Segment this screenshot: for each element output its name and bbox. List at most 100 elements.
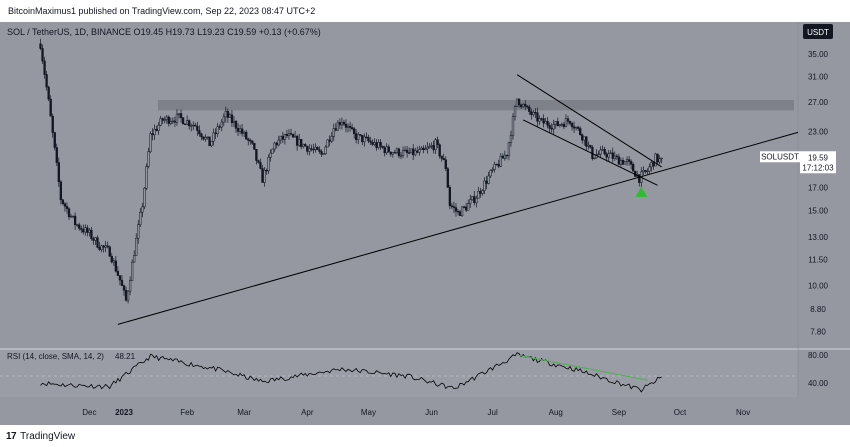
candle-body [365, 136, 368, 139]
candle-body [505, 154, 509, 157]
candle-body [137, 224, 140, 239]
candle-body [405, 149, 409, 153]
candle-body [283, 134, 287, 140]
currency-badge[interactable] [803, 24, 833, 39]
candle-body [47, 86, 50, 100]
candle-body [73, 215, 77, 226]
price-tick-label: 17.00 [808, 183, 829, 192]
candle-body [460, 206, 464, 216]
candle-body [410, 148, 413, 154]
candle-body [145, 166, 148, 189]
candle-body [660, 157, 663, 160]
candle-body [652, 162, 655, 167]
candle-body [352, 128, 356, 134]
candle-body [226, 110, 230, 118]
candle-body [534, 111, 537, 114]
candle-body [130, 261, 134, 281]
candle-body [247, 138, 250, 141]
price-tick-label: 23.00 [808, 128, 829, 137]
chart-svg[interactable]: SOL / TetherUS, 1D, BINANCE O19.45 H19.7… [0, 22, 850, 425]
candle-body [198, 130, 201, 135]
candle-body [279, 135, 282, 141]
candle-body [275, 142, 278, 146]
candle-body [503, 154, 506, 159]
candle-body [212, 132, 215, 142]
candle-body [59, 181, 63, 201]
candle-body [230, 114, 234, 123]
candle-body [572, 126, 576, 129]
chart-frame[interactable]: SOL / TetherUS, 1D, BINANCE O19.45 H19.7… [0, 22, 850, 425]
candle-body [273, 142, 276, 150]
candle-body [224, 110, 227, 118]
candle-body [336, 122, 339, 131]
candle-body [511, 116, 515, 136]
candle-body [208, 136, 211, 147]
candle-body [387, 146, 390, 153]
candle-body [477, 190, 480, 199]
candle-body [379, 142, 382, 147]
candle-body [542, 118, 545, 124]
candle-body [422, 147, 425, 151]
candle-body [579, 128, 582, 135]
candle-body [316, 146, 319, 150]
candle-body [442, 158, 445, 161]
candle-body [566, 118, 570, 122]
candle-body [452, 206, 456, 208]
time-tick-label: 2023 [115, 408, 133, 417]
candle-body [108, 246, 111, 257]
candle-body [359, 134, 362, 136]
price-pane[interactable] [0, 22, 798, 349]
candle-body [308, 148, 311, 152]
candle-body [426, 147, 429, 150]
candle-body [243, 131, 246, 134]
candle-body [483, 180, 486, 191]
candle-body [133, 255, 136, 263]
candle-body [489, 170, 492, 177]
price-axis[interactable] [798, 22, 850, 397]
time-axis[interactable] [0, 397, 850, 425]
candle-body [167, 116, 170, 124]
candle-body [289, 133, 293, 135]
candle-body [51, 115, 54, 133]
candle-body [454, 207, 458, 212]
candle-body [564, 118, 568, 128]
candle-body [332, 128, 335, 137]
rsi-pane[interactable] [0, 349, 798, 397]
candle-body [234, 121, 238, 129]
candle-body [609, 152, 612, 154]
candle-body [218, 126, 221, 128]
candle-body [418, 149, 421, 153]
candle-body [143, 187, 146, 208]
candle-body [438, 144, 441, 157]
candle-body [65, 206, 69, 209]
symbol-tag [760, 151, 800, 163]
time-tick-label: Jun [425, 408, 438, 417]
candle-body [507, 142, 511, 156]
candle-body [326, 139, 329, 148]
candle-body [389, 151, 392, 155]
candle-body [517, 98, 521, 106]
candle-body [407, 152, 411, 154]
candle-body [581, 134, 584, 141]
candle-body [605, 153, 608, 158]
candle-body [597, 153, 600, 156]
candle-body [623, 161, 627, 165]
candle-body [613, 155, 616, 159]
time-tick-label: Dec [82, 408, 96, 417]
ascending-support-line [117, 131, 799, 325]
candle-body [538, 118, 541, 122]
candle-body [328, 139, 331, 142]
candle-body [177, 113, 181, 115]
candle-body [550, 128, 553, 130]
candle-body [277, 139, 280, 146]
price-tick-label: 27.00 [808, 98, 829, 107]
candle-body [532, 111, 535, 115]
candle-body [385, 146, 388, 154]
candle-body [43, 60, 46, 75]
candle-body [560, 123, 564, 126]
time-tick-label: Aug [549, 408, 563, 417]
rsi-legend-value: 48.21 [115, 352, 136, 361]
candle-body [450, 205, 454, 207]
candle-body [446, 168, 449, 188]
candle-body [393, 152, 397, 154]
